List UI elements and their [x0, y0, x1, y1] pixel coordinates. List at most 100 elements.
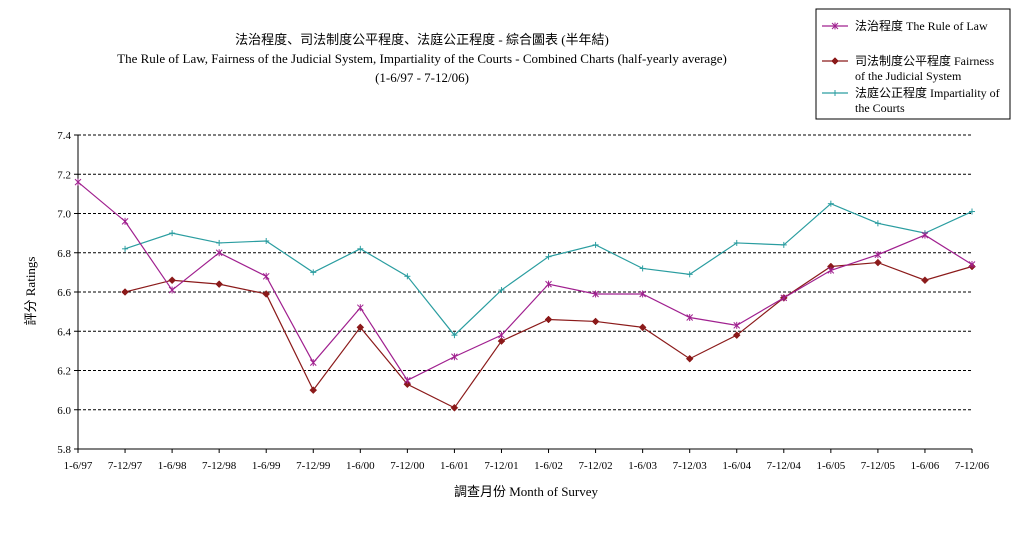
series-lines — [74, 178, 976, 412]
data-point-court-impartiality — [404, 273, 411, 280]
data-point-judicial-fairness — [874, 258, 882, 267]
x-tick-label: 7-12/05 — [861, 460, 896, 472]
x-tick-label: 7-12/99 — [296, 460, 331, 472]
data-point-court-impartiality — [733, 239, 740, 246]
data-point-court-impartiality — [498, 287, 505, 294]
data-point-court-impartiality — [592, 241, 599, 248]
x-tick-label: 7-12/03 — [673, 460, 708, 472]
y-tick-label: 6.4 — [57, 326, 71, 338]
legend-marker-rule-of-law — [831, 22, 839, 30]
data-point-court-impartiality — [969, 208, 975, 215]
data-point-judicial-fairness — [921, 276, 929, 285]
data-point-judicial-fairness — [591, 317, 600, 326]
data-point-court-impartiality — [310, 269, 317, 276]
data-point-judicial-fairness — [732, 331, 741, 340]
data-point-court-impartiality — [216, 239, 223, 246]
legend-entry-judicial-fairness: 司法制度公平程度 Fairness of the Judicial System — [822, 53, 994, 83]
series-rule-of-law — [74, 178, 976, 384]
legend-label-judicial-fairness: 司法制度公平程度 Fairness of the Judicial System — [855, 53, 994, 83]
data-point-rule-of-law — [592, 290, 599, 298]
data-point-judicial-fairness — [215, 280, 224, 289]
x-tick-label: 1-6/03 — [628, 460, 657, 472]
x-tick-label: 7-12/97 — [108, 460, 143, 472]
data-point-rule-of-law — [356, 304, 364, 312]
legend-box — [815, 8, 1011, 120]
y-tick-label: 6.2 — [57, 366, 71, 378]
legend: 法治程度 The Rule of Law 司法制度公平程度 Fairness of … — [815, 8, 1011, 120]
legend-marker-judicial-fairness — [831, 57, 839, 65]
grid — [78, 134, 972, 411]
y-tick-label: 5.8 — [57, 444, 71, 456]
data-point-court-impartiality — [827, 200, 834, 207]
series-judicial-fairness — [121, 258, 976, 412]
axes: 5.8 6.0 6.2 6.4 6.6 6.8 7.0 7.2 7.4 1-6/97 7-12/97… — [57, 130, 989, 472]
data-point-rule-of-law — [968, 261, 976, 269]
data-point-judicial-fairness — [309, 386, 318, 394]
data-point-rule-of-law — [121, 217, 129, 225]
data-point-judicial-fairness — [262, 290, 271, 298]
legend-entry-rule-of-law: 法治程度 The Rule of Law — [822, 18, 988, 33]
legend-entry-court-impartiality: 法庭公正程度 Impartiality of the Courts — [822, 85, 1000, 115]
data-point-rule-of-law — [827, 266, 835, 274]
data-point-rule-of-law — [545, 280, 552, 288]
y-tick-label: 6.0 — [57, 405, 71, 417]
data-point-rule-of-law — [780, 294, 788, 302]
series-line-rule-of-law — [77, 181, 973, 382]
data-point-court-impartiality — [263, 237, 270, 244]
x-tick-label: 1-6/02 — [534, 460, 563, 472]
data-point-court-impartiality — [686, 271, 693, 278]
data-point-rule-of-law — [639, 290, 646, 298]
x-tick-label: 1-6/05 — [816, 460, 845, 472]
data-point-court-impartiality — [357, 245, 364, 252]
data-point-court-impartiality — [639, 265, 646, 272]
data-point-rule-of-law — [921, 231, 929, 239]
x-tick-label: 7-12/06 — [955, 460, 990, 472]
x-tick-label: 7-12/04 — [767, 460, 802, 472]
data-point-court-impartiality — [122, 245, 129, 252]
y-axis-label: 評分 Ratings — [23, 257, 38, 326]
data-point-rule-of-law — [451, 353, 458, 361]
data-point-rule-of-law — [168, 286, 176, 294]
chart-title-line-2: The Rule of Law, Fairness of the Judicia… — [117, 51, 727, 66]
data-point-court-impartiality — [545, 253, 552, 260]
data-point-rule-of-law — [498, 331, 505, 339]
legend-label-rule-of-law: 法治程度 The Rule of Law — [855, 18, 988, 33]
data-point-judicial-fairness — [168, 276, 176, 285]
x-tick-label: 1-6/00 — [346, 460, 375, 472]
data-point-judicial-fairness — [544, 315, 553, 324]
x-tick-label: 1-6/97 — [64, 460, 93, 472]
data-point-rule-of-law — [215, 249, 223, 257]
data-point-rule-of-law — [874, 251, 882, 259]
legend-marker-court-impartiality — [832, 90, 838, 96]
data-point-judicial-fairness — [121, 288, 129, 296]
x-tick-label: 1-6/04 — [722, 460, 751, 472]
y-tick-label: 6.8 — [57, 248, 71, 260]
x-tick-label: 7-12/00 — [390, 460, 425, 472]
x-tick-label: 7-12/01 — [484, 460, 518, 472]
data-point-court-impartiality — [451, 332, 458, 339]
x-tick-label: 7-12/98 — [202, 460, 237, 472]
y-tick-label: 7.0 — [57, 209, 71, 221]
data-point-rule-of-law — [309, 359, 317, 367]
data-point-rule-of-law — [404, 376, 411, 384]
data-point-court-impartiality — [169, 230, 176, 237]
series-court-impartiality — [122, 200, 975, 339]
x-axis-label: 調查月份 Month of Survey — [454, 484, 599, 499]
x-tick-label: 1-6/06 — [911, 460, 940, 472]
chart-title-line-3: (1-6/97 - 7-12/06) — [375, 70, 469, 85]
data-point-rule-of-law — [733, 321, 741, 329]
data-point-rule-of-law — [262, 272, 270, 280]
data-point-rule-of-law — [74, 178, 82, 186]
x-tick-label: 7-12/02 — [578, 460, 612, 472]
data-point-judicial-fairness — [497, 337, 506, 345]
data-point-judicial-fairness — [638, 323, 647, 332]
y-tick-label: 7.2 — [57, 169, 71, 181]
data-point-judicial-fairness — [356, 323, 365, 332]
data-point-judicial-fairness — [450, 403, 459, 412]
y-tick-label: 7.4 — [57, 130, 71, 142]
x-tick-label: 1-6/01 — [440, 460, 469, 472]
legend-label-court-impartiality: 法庭公正程度 Impartiality of the Courts — [855, 85, 1000, 115]
chart-title: 法治程度、司法制度公平程度、法庭公正程度 - 綜合圖表 (半年結) The Ru… — [117, 32, 727, 85]
